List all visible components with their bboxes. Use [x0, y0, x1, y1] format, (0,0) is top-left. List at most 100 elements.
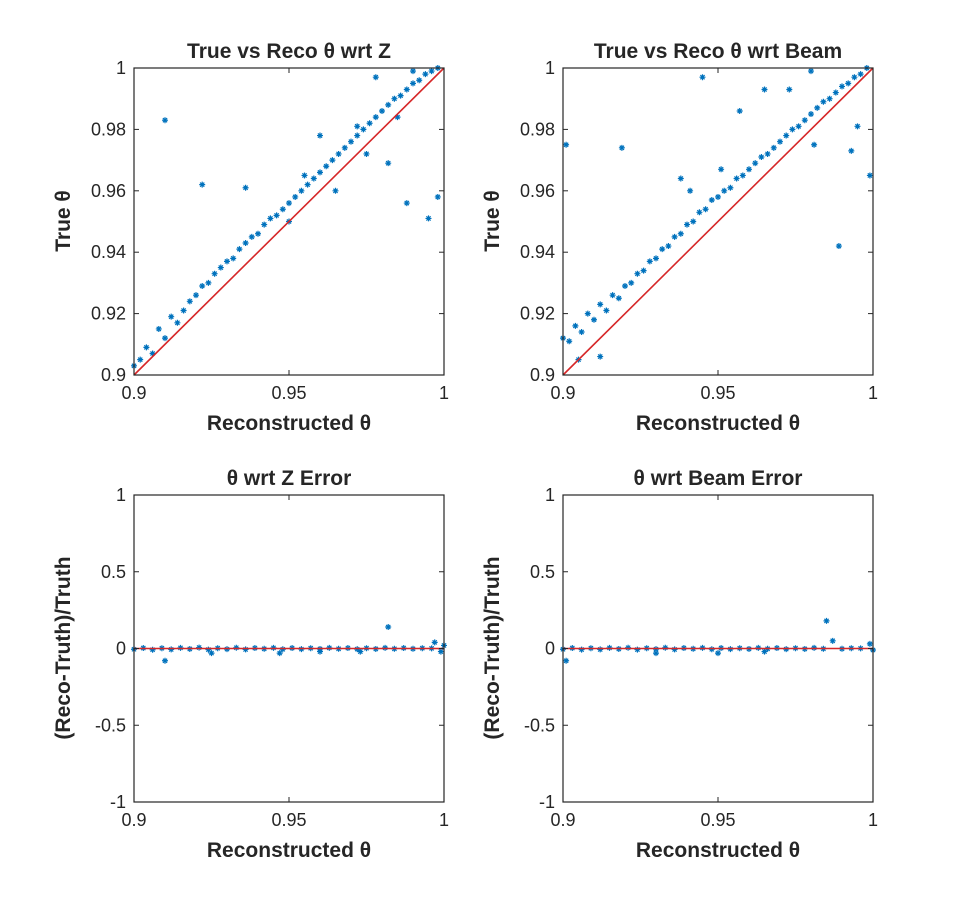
- x-tick-label: 0.9: [550, 383, 575, 403]
- y-axis-ticks: -1 -0.5 0 0.5 1: [524, 485, 873, 812]
- data-point: [354, 123, 361, 130]
- panel-title: True vs Reco θ wrt Z: [187, 40, 391, 63]
- data-point: [653, 255, 659, 262]
- data-point: [866, 640, 873, 647]
- data-point: [761, 648, 768, 655]
- panel-title: θ wrt Z Error: [227, 467, 352, 490]
- x-axis-label: Reconstructed θ: [636, 839, 800, 862]
- data-point: [261, 221, 268, 228]
- panel-title: θ wrt Beam Error: [634, 467, 803, 490]
- data-point: [348, 138, 354, 145]
- data-point: [646, 258, 653, 265]
- data-point: [699, 74, 706, 81]
- x-axis-label: Reconstructed θ: [636, 412, 800, 435]
- data-point: [298, 187, 305, 194]
- panel-true-vs-reco-beam: True vs Reco θ wrt Beam 0.9 0.95 1 0.9 0.92…: [481, 40, 878, 435]
- x-tick-label: 0.95: [271, 383, 306, 403]
- y-axis-label: (Reco-Truth)/Truth: [52, 556, 75, 739]
- data-point: [224, 258, 230, 265]
- y-tick-label: 0.96: [91, 181, 126, 201]
- data-point: [292, 193, 299, 200]
- x-axis-ticks: 0.9 0.95 1: [550, 68, 878, 403]
- data-point: [205, 646, 212, 653]
- data-point: [397, 92, 404, 99]
- y-tick-label: 0.96: [520, 181, 555, 201]
- data-point: [845, 80, 852, 87]
- data-point: [777, 138, 783, 145]
- data-point: [746, 166, 752, 173]
- data-point: [180, 307, 187, 314]
- data-point: [317, 132, 323, 139]
- data-point: [199, 282, 206, 289]
- data-point: [615, 295, 622, 302]
- data-point: [671, 233, 678, 240]
- data-point: [403, 86, 410, 93]
- y-tick-label: 0.94: [91, 242, 126, 262]
- data-point: [310, 175, 317, 182]
- panel-marks: [560, 617, 876, 664]
- data-point: [814, 104, 821, 111]
- data-point: [168, 313, 175, 320]
- data-point: [677, 230, 684, 237]
- y-tick-label: 1: [545, 58, 555, 78]
- data-point: [211, 270, 218, 277]
- data-point: [736, 107, 743, 114]
- data-point: [425, 215, 432, 222]
- data-point: [354, 132, 361, 139]
- data-point: [628, 279, 635, 286]
- data-point: [770, 144, 777, 151]
- data-point: [783, 132, 790, 139]
- data-point: [428, 68, 435, 75]
- x-tick-label: 1: [868, 810, 878, 830]
- data-point: [854, 123, 861, 130]
- data-point: [739, 172, 746, 179]
- data-point: [267, 215, 274, 222]
- data-point: [857, 71, 864, 78]
- data-point: [434, 193, 441, 200]
- data-point: [829, 637, 836, 644]
- data-point: [848, 147, 855, 154]
- data-point: [622, 282, 628, 289]
- data-point: [332, 187, 339, 194]
- y-tick-label: 0: [116, 639, 126, 659]
- y-tick-label: -0.5: [524, 715, 555, 735]
- data-point: [162, 657, 168, 664]
- data-point: [634, 270, 641, 277]
- data-point: [248, 233, 255, 240]
- data-point: [205, 279, 212, 286]
- data-point: [360, 126, 367, 133]
- data-point: [236, 246, 243, 253]
- data-point: [391, 95, 398, 102]
- data-point: [826, 95, 833, 102]
- data-point: [174, 319, 181, 326]
- data-point: [137, 356, 144, 363]
- data-point: [823, 617, 830, 624]
- data-point: [671, 646, 678, 653]
- y-axis-label: (Reco-Truth)/Truth: [481, 556, 504, 739]
- data-point: [357, 648, 364, 655]
- data-point: [733, 175, 740, 182]
- data-point: [273, 212, 280, 219]
- data-point: [786, 86, 793, 93]
- reference-line: [133, 67, 445, 376]
- data-point: [578, 646, 585, 653]
- y-axis-ticks: 0.9 0.92 0.94 0.96 0.98 1: [520, 58, 873, 385]
- x-tick-label: 0.9: [550, 810, 575, 830]
- data-point: [835, 243, 842, 250]
- data-point: [410, 68, 416, 75]
- data-point: [304, 181, 311, 188]
- data-point: [563, 657, 570, 664]
- data-point: [603, 307, 610, 314]
- x-axis-ticks: 0.9 0.95 1: [550, 495, 878, 830]
- y-tick-label: 0.92: [91, 304, 126, 324]
- data-point: [758, 154, 765, 161]
- y-tick-label: 0.9: [530, 365, 555, 385]
- data-point: [721, 187, 728, 194]
- data-point: [431, 639, 438, 646]
- data-point: [795, 123, 802, 130]
- data-point: [634, 646, 641, 653]
- data-point: [687, 187, 694, 194]
- panel-beam-error: θ wrt Beam Error 0.9 0.95 1 -1 -0.5 0 0.5 1 Re…: [481, 467, 878, 862]
- data-point: [696, 209, 703, 216]
- data-point: [801, 117, 808, 124]
